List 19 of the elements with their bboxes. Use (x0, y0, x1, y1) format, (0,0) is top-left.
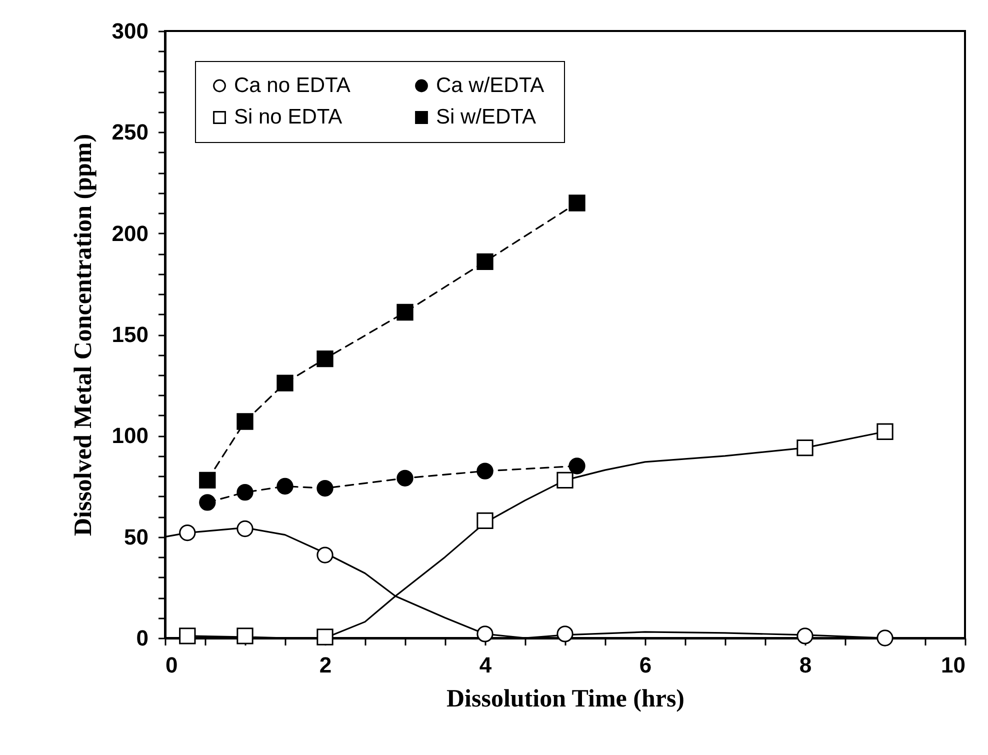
y-tick-label: 0 (136, 626, 148, 650)
x-tick-label: 2 (319, 652, 332, 678)
legend-label: Ca w/EDTA (436, 74, 544, 97)
x-tick-label: 6 (639, 652, 652, 678)
x-tick-label: 10 (941, 652, 966, 678)
y-tick-label: 300 (112, 18, 148, 44)
y-tick-label: 200 (112, 220, 148, 246)
y-tick-label: 100 (112, 423, 148, 448)
y-tick-label: 250 (112, 120, 148, 145)
y-tick-label: 150 (112, 322, 148, 347)
y-axis-title: Dissolved Metal Concentration (ppm) (70, 134, 97, 536)
x-axis-title: Dissolution Time (hrs) (446, 686, 685, 712)
x-tick-label: 4 (479, 652, 492, 678)
legend-label: Si no EDTA (234, 106, 342, 128)
x-tick-label: 8 (799, 652, 812, 678)
legend-label: Si w/EDTA (436, 106, 536, 128)
y-tick-label: 50 (124, 524, 148, 550)
x-tick-label: 0 (166, 652, 178, 678)
legend-label: Ca no EDTA (234, 74, 350, 97)
